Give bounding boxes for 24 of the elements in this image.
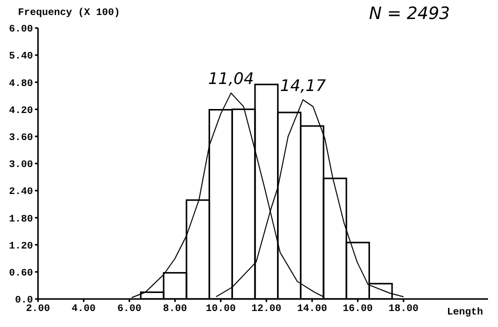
x-tick-label: 18.00 (388, 304, 418, 316)
y-tick-label: 5.40 (8, 52, 33, 63)
y-tick-label: 1.20 (8, 241, 33, 252)
annotation: 14,17 (280, 76, 327, 95)
x-tick-label: 4.00 (72, 304, 96, 316)
text: N = 2493 (368, 4, 450, 24)
x-tick-label: 14.00 (297, 304, 328, 316)
y-tick-label: 0.60 (8, 268, 33, 280)
y-tick-label: 4.80 (8, 78, 33, 90)
annotation: 11,04 (208, 68, 254, 88)
y-tick-label: 3.00 (8, 160, 33, 172)
y-tick-label: 3.60 (8, 132, 33, 144)
x-tick-label: 6.00 (117, 304, 142, 316)
y-tick-label: 4.20 (8, 106, 33, 117)
x-tick-label: 12.00 (251, 304, 282, 316)
y-tick-label: 2.40 (8, 187, 33, 198)
x-tick-label: 10.00 (206, 304, 236, 316)
y-tick-label: 6.00 (8, 24, 33, 36)
x-tick-label: 2.00 (26, 304, 50, 316)
x-tick-label: 16.00 (342, 304, 373, 316)
x-axis-title: Length (446, 306, 483, 319)
x-tick-label: 8.00 (163, 304, 188, 316)
y-tick-label: 1.80 (8, 214, 33, 226)
y-axis-title: Frequency (X 100) (18, 8, 120, 19)
